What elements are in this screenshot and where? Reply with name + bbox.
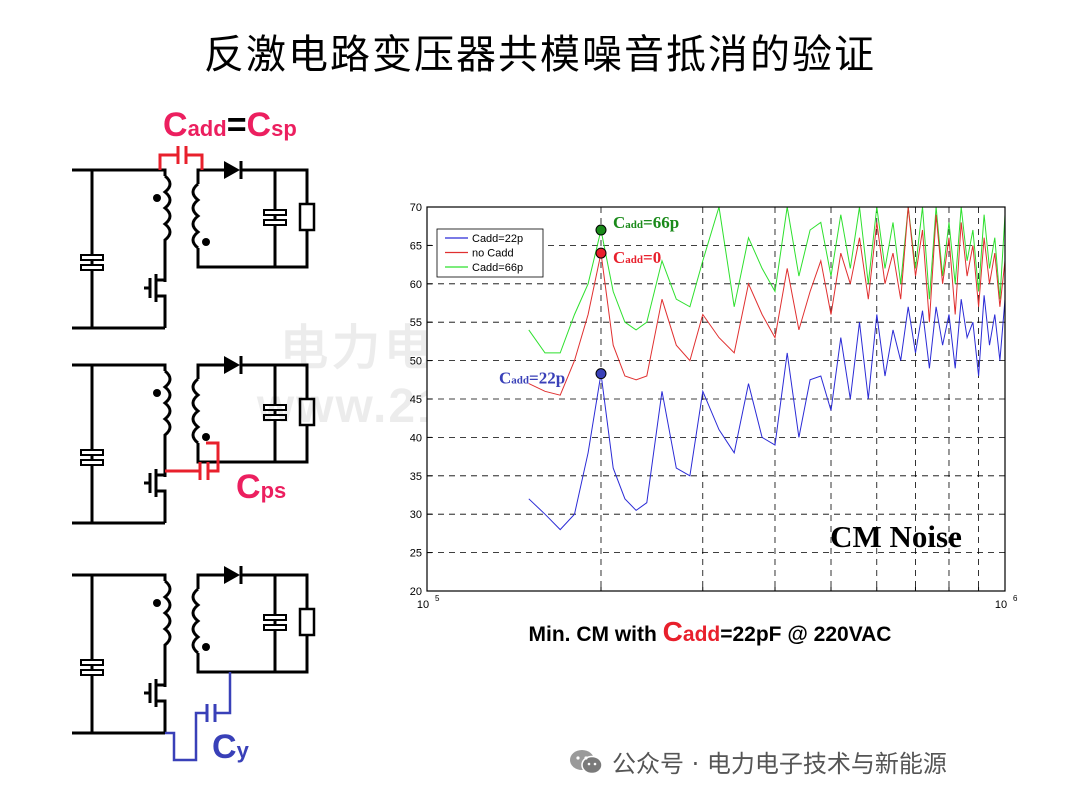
annotation-point: [595, 247, 607, 259]
x-tick-label: 10: [417, 599, 429, 611]
annotation-label: Cadd=66p: [613, 213, 679, 232]
series-line-cadd-22p: [528, 295, 1006, 531]
chart-caption: Min. CM with Cadd=22pF @ 220VAC: [528, 616, 892, 647]
y-tick-label: 55: [410, 317, 422, 329]
series-line-no-cadd: [528, 206, 1006, 396]
y-tick-label: 45: [410, 394, 422, 406]
x-tick-exponent: 6: [1013, 594, 1018, 603]
page-title: 反激电路变压器共模噪音抵消的验证: [204, 32, 876, 78]
x-tick-exponent: 5: [435, 594, 440, 603]
annotation-point: [595, 368, 607, 380]
chart-legend: Cadd=22p no Cadd Cadd=66p: [436, 228, 544, 278]
annotation-label: Cadd=0: [613, 248, 661, 267]
legend-entry: Cadd=22p: [472, 233, 523, 245]
y-tick-label: 35: [410, 471, 422, 483]
cm-noise-label: CM Noise: [830, 519, 962, 554]
y-tick-label: 50: [410, 356, 422, 368]
x-tick-label: 10: [995, 599, 1007, 611]
y-tick-label: 20: [410, 586, 422, 598]
csp-label: Cadd=Csp: [163, 106, 297, 144]
y-tick-label: 70: [410, 202, 422, 214]
y-tick-label: 30: [410, 509, 422, 521]
cy-label: Cy: [212, 728, 249, 766]
legend-entry: Cadd=66p: [472, 262, 523, 274]
y-tick-label: 60: [410, 279, 422, 291]
cps-label: Cps: [236, 468, 287, 506]
y-tick-label: 65: [410, 240, 422, 252]
y-tick-label: 25: [410, 548, 422, 560]
legend-entry: no Cadd: [472, 248, 514, 260]
wechat-icon: [570, 749, 603, 774]
footer: 公众号 · 电力电子技术与新能源: [568, 744, 947, 779]
y-tick-label: 40: [410, 432, 422, 444]
annotation-point: [595, 224, 607, 236]
footer-text: 公众号 · 电力电子技术与新能源: [612, 750, 947, 778]
annotation-label: Cadd=22p: [499, 369, 565, 388]
